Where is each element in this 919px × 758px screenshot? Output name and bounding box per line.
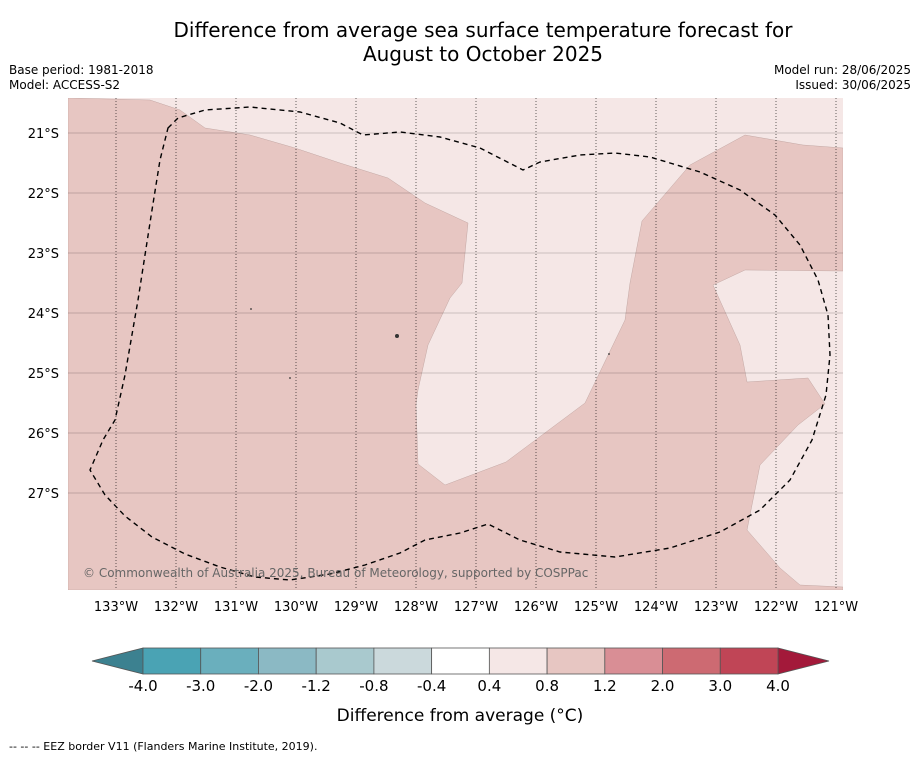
colorbar-over-arrow: [777, 647, 830, 675]
issued-label: Issued: 30/06/2025: [795, 78, 911, 92]
lon-label: 121°W: [814, 600, 858, 615]
colorbar-label: Difference from average (°C): [337, 706, 584, 726]
colorbar-tick-label: -2.0: [244, 677, 273, 695]
eez-border: [89, 106, 831, 581]
colorbar-tick-label: 3.0: [708, 677, 732, 695]
anomaly-region-0.8-1.2-main: [68, 98, 843, 590]
colorbar-segment: [200, 647, 259, 675]
lon-label: 127°W: [454, 600, 498, 615]
lat-label: 26°S: [28, 427, 59, 442]
lon-label: 123°W: [694, 600, 738, 615]
chart-title: Difference from average sea surface temp…: [0, 18, 919, 66]
lon-label: 126°W: [514, 600, 558, 615]
lat-label: 24°S: [28, 307, 59, 322]
colorbar-under-arrow: [91, 647, 144, 675]
longitude-labels: 133°W 132°W 131°W 130°W 129°W 128°W 127°…: [94, 600, 858, 615]
lon-label: 133°W: [94, 600, 138, 615]
colorbar-segment: [488, 647, 548, 675]
model-run-label: Model run: 28/06/2025: [773, 63, 911, 77]
colorbar-tick-label: -0.8: [359, 677, 388, 695]
base-period-label: Base period: 1981-2018: [9, 63, 154, 77]
colorbar-segment: [315, 647, 375, 675]
colorbar-segments: [142, 647, 779, 675]
lon-label: 132°W: [154, 600, 198, 615]
colorbar-tick-label: 1.2: [593, 677, 617, 695]
lon-label: 128°W: [394, 600, 438, 615]
colorbar-tick-label: 0.8: [535, 677, 559, 695]
lon-label: 129°W: [334, 600, 378, 615]
colorbar-segment: [662, 647, 721, 675]
lon-label: 125°W: [574, 600, 618, 615]
meta-right: Model run: 28/06/2025 Issued: 30/06/2025: [774, 63, 911, 93]
lon-label: 131°W: [214, 600, 258, 615]
colorbar-tick-label: 2.0: [651, 677, 675, 695]
map-area: © Commonwealth of Australia 2025, Bureau…: [68, 98, 843, 590]
copyright-text: © Commonwealth of Australia 2025, Bureau…: [83, 566, 588, 580]
island-marker: [395, 334, 399, 338]
lat-label: 23°S: [28, 247, 59, 262]
colorbar-tick-label: -3.0: [186, 677, 215, 695]
island-marker: [289, 377, 291, 379]
colorbar-segment: [604, 647, 663, 675]
colorbar-segment: [142, 647, 202, 675]
islands: [250, 308, 610, 379]
meta-left: Base period: 1981-2018 Model: ACCESS-S2: [9, 63, 154, 93]
lat-label: 25°S: [28, 367, 59, 382]
colorbar-tick-label: 4.0: [766, 677, 790, 695]
lon-label: 130°W: [274, 600, 318, 615]
colorbar-segment: [258, 647, 317, 675]
colorbar: -4.0 -3.0 -2.0 -1.2 -0.8 -0.4 0.4 0.8 1.2 2.0 3.0 4…: [91, 647, 830, 726]
colorbar-tick-label: -1.2: [302, 677, 331, 695]
lat-label: 22°S: [28, 187, 59, 202]
title-line-2: August to October 2025: [362, 42, 604, 66]
colorbar-segment: [719, 647, 779, 675]
colorbar-segment: [431, 647, 490, 675]
lat-label: 21°S: [28, 127, 59, 142]
colorbar-segment: [546, 647, 606, 675]
map-gridlines: [68, 98, 843, 590]
latitude-labels: 21°S 22°S 23°S 24°S 25°S 26°S 27°S: [28, 127, 59, 502]
colorbar-tick-label: 0.4: [477, 677, 501, 695]
lon-label: 122°W: [754, 600, 798, 615]
colorbar-tick-label: -0.4: [417, 677, 446, 695]
lat-label: 27°S: [28, 487, 59, 502]
title-line-1: Difference from average sea surface temp…: [173, 18, 793, 42]
colorbar-segment: [373, 647, 433, 675]
lon-label: 124°W: [634, 600, 678, 615]
model-label: Model: ACCESS-S2: [9, 78, 121, 92]
island-marker: [608, 353, 610, 355]
eez-footnote: -- -- -- EEZ border V11 (Flanders Marine…: [9, 740, 318, 753]
colorbar-tick-label: -4.0: [128, 677, 157, 695]
island-marker: [250, 308, 252, 310]
colorbar-ticks: -4.0 -3.0 -2.0 -1.2 -0.8 -0.4 0.4 0.8 1.2 2.0 3.0 4…: [128, 677, 790, 695]
